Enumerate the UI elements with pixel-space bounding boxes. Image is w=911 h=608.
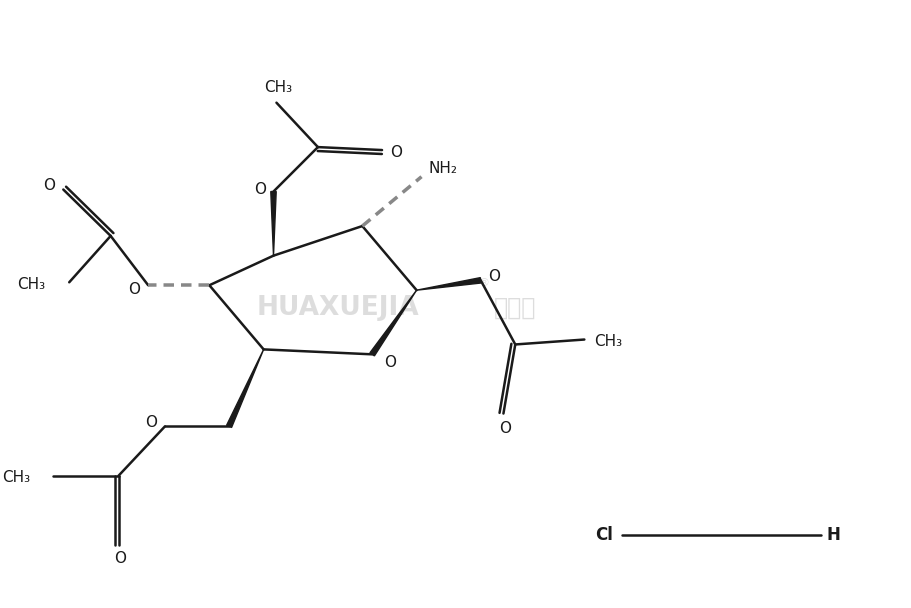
Text: HUAXUEJIA: HUAXUEJIA (256, 295, 419, 321)
Text: 化学加: 化学加 (494, 296, 537, 320)
Polygon shape (227, 350, 263, 427)
Text: ®: ® (478, 278, 489, 288)
Text: O: O (253, 182, 266, 197)
Text: O: O (44, 178, 56, 193)
Polygon shape (271, 192, 276, 255)
Polygon shape (416, 278, 481, 290)
Text: Cl: Cl (595, 526, 613, 544)
Text: O: O (499, 421, 511, 436)
Polygon shape (370, 290, 416, 356)
Text: H: H (826, 526, 840, 544)
Text: O: O (384, 354, 396, 370)
Text: CH₃: CH₃ (264, 80, 292, 95)
Text: O: O (145, 415, 157, 430)
Text: O: O (128, 282, 140, 297)
Text: O: O (390, 145, 402, 159)
Text: O: O (488, 269, 500, 284)
Text: CH₃: CH₃ (594, 334, 622, 349)
Text: NH₂: NH₂ (429, 161, 457, 176)
Text: CH₃: CH₃ (2, 470, 30, 485)
Text: CH₃: CH₃ (17, 277, 46, 292)
Text: O: O (115, 551, 127, 566)
